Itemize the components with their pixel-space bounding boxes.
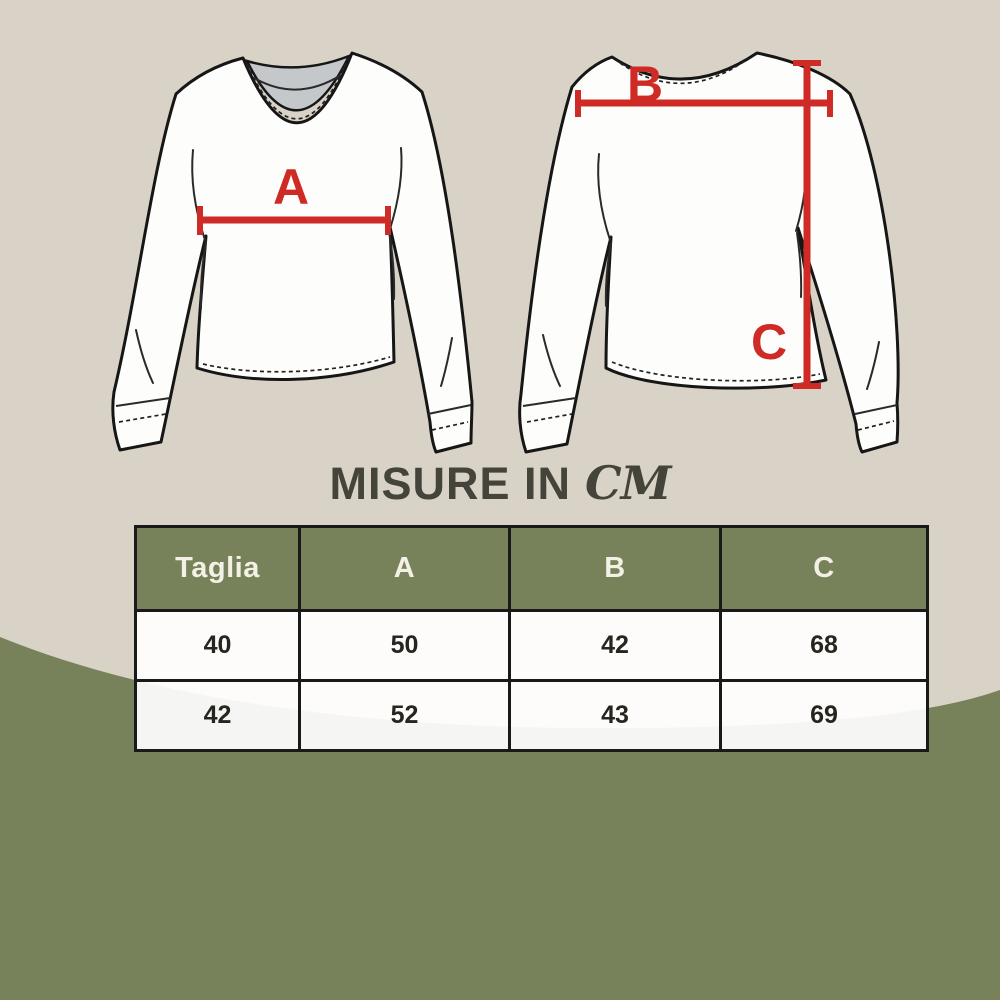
table-row: 40 50 42 68	[134, 609, 929, 682]
cell-size-40: 40	[134, 609, 301, 682]
cell-size-42: 42	[134, 679, 301, 752]
back-right-cuff-stitching	[857, 420, 895, 431]
back-neckline-stitching	[619, 57, 750, 85]
front-shirt-body	[111, 51, 474, 454]
size-table: Taglia A B C 40 50 42 68 42 52 43 69	[134, 525, 929, 752]
header-c: C	[719, 525, 929, 612]
header-a: A	[298, 525, 511, 612]
back-hem-stitching	[611, 361, 821, 382]
back-side-crease-right	[796, 232, 803, 298]
front-neck-opening	[244, 53, 352, 112]
cell-40-b: 42	[508, 609, 722, 682]
front-forearm-crease-right	[440, 337, 453, 387]
title-text: MISURE IN	[329, 458, 571, 509]
measure-label-a: A	[273, 159, 309, 215]
cell-42-a: 52	[298, 679, 511, 752]
back-forearm-crease-left	[542, 334, 561, 387]
front-left-cuff-stitching	[118, 413, 167, 423]
cell-40-c: 68	[719, 609, 929, 682]
header-taglia: Taglia	[134, 525, 301, 612]
front-hem-stitching	[202, 356, 391, 373]
measurement-annotations: A B C	[197, 56, 833, 389]
back-left-cuff-seam	[522, 397, 577, 407]
title-unit: CM	[584, 456, 672, 510]
table-row: 42 52 43 69	[134, 679, 929, 752]
measure-label-c: C	[751, 314, 787, 370]
chart-title: MISURE IN CM	[0, 456, 1000, 510]
front-forearm-crease-left	[135, 329, 154, 384]
front-armpit-crease-right	[389, 147, 403, 230]
front-shirt-illustration	[111, 51, 474, 454]
header-b: B	[508, 525, 722, 612]
cell-42-c: 69	[719, 679, 929, 752]
front-collar-seam	[255, 74, 342, 91]
back-side-crease-left	[604, 242, 612, 307]
cell-42-b: 43	[508, 679, 722, 752]
back-left-cuff-stitching	[526, 413, 573, 423]
front-left-cuff-seam	[115, 397, 171, 407]
front-right-cuff-stitching	[431, 421, 469, 431]
measure-label-b: B	[627, 56, 663, 112]
front-side-crease-left	[199, 241, 207, 309]
back-armpit-crease-left	[597, 153, 611, 241]
back-forearm-crease-right	[866, 341, 880, 390]
back-right-cuff-seam	[854, 404, 898, 415]
front-collar-stitching	[246, 58, 349, 120]
front-side-crease-right	[388, 230, 396, 300]
cell-40-a: 50	[298, 609, 511, 682]
front-right-cuff-seam	[427, 404, 472, 415]
size-table-header-row: Taglia A B C	[134, 525, 929, 612]
